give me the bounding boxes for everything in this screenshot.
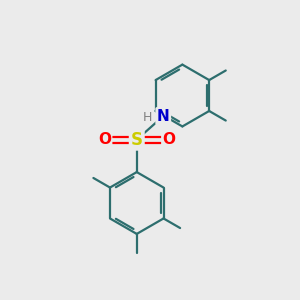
Text: N: N: [157, 109, 169, 124]
Text: O: O: [98, 132, 111, 147]
Text: S: S: [131, 131, 143, 149]
Text: H: H: [142, 111, 152, 124]
Text: O: O: [163, 132, 176, 147]
